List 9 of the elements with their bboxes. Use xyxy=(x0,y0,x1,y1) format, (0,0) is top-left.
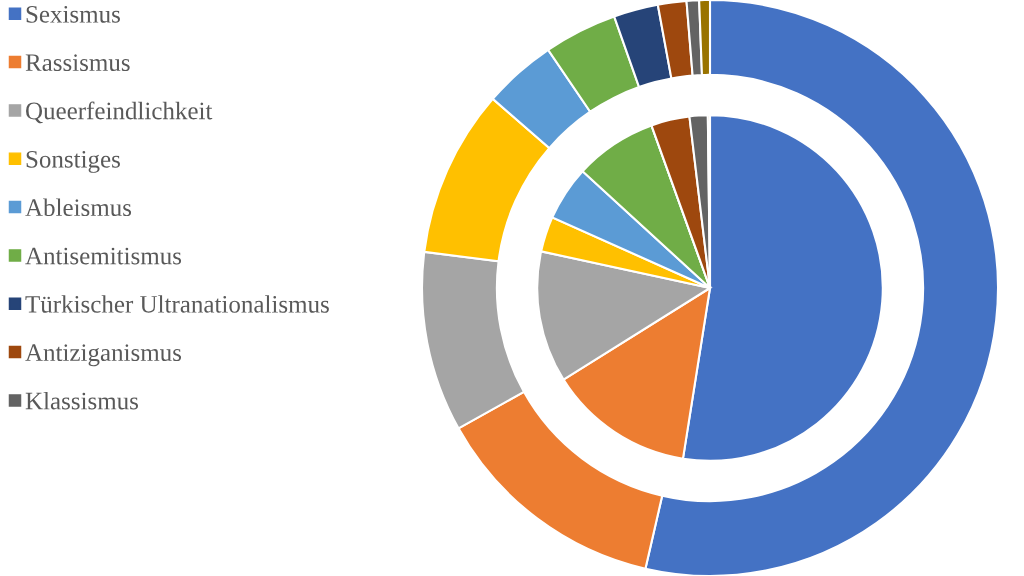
legend-label: Queerfeindlichkeit xyxy=(26,101,213,124)
legend-label: Sonstiges xyxy=(26,150,120,173)
legend-label: Türkischer Ultranationalismus xyxy=(25,295,329,313)
legend-label: Ableismus xyxy=(25,198,132,217)
legend-label: Sexismus xyxy=(26,5,120,23)
legend-label: Klassismus xyxy=(25,391,138,410)
legend-label: Antisemitismus xyxy=(25,247,182,265)
legend-label: Rassismus xyxy=(25,54,130,72)
legend-label: Antiziganismus xyxy=(25,344,182,367)
